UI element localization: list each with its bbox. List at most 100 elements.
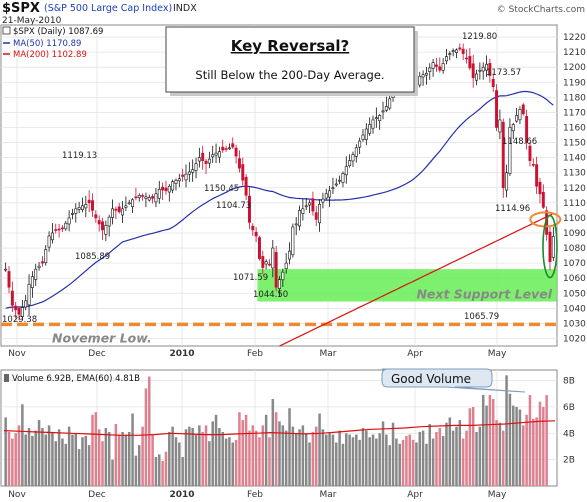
price-y-tick-label: 1040 (563, 304, 586, 314)
candle (324, 188, 328, 201)
candle-body (181, 174, 185, 177)
candle (81, 197, 84, 213)
november-low-label: Novemer Low. (52, 330, 152, 345)
price-y-tick-label: 1150 (563, 139, 586, 149)
candle (471, 55, 475, 88)
volume-bar (438, 428, 442, 486)
price-y-tick-label: 1070 (563, 259, 586, 269)
ma50-line (5, 90, 554, 309)
volume-bar (528, 395, 532, 486)
candle-body (191, 169, 195, 173)
volume-bar (348, 434, 351, 486)
candle-body (214, 152, 218, 156)
candle (157, 180, 161, 204)
candle (207, 151, 211, 169)
highlight-marks (529, 211, 562, 279)
candle-body (538, 181, 542, 195)
volume-bar (488, 395, 492, 486)
candle (60, 225, 64, 232)
candle (14, 302, 18, 319)
candle (197, 147, 201, 168)
candle-body (508, 127, 512, 174)
price-y-tick-label: 1200 (563, 63, 586, 73)
volume-bar (64, 443, 68, 486)
price-annotation: 1029.38 (2, 315, 37, 325)
volume-bar (21, 404, 24, 486)
candle (485, 55, 489, 77)
candle-body (348, 160, 352, 166)
candle (501, 118, 505, 198)
candle (111, 199, 114, 225)
candle-body (311, 198, 315, 212)
candle (114, 206, 118, 220)
volume-x-tick-label: 2010 (169, 490, 194, 500)
volume-bar (331, 434, 335, 486)
x-tick-label: Nov (8, 349, 26, 359)
candle (491, 73, 495, 92)
volume-bar (114, 424, 118, 486)
volume-bar (391, 422, 395, 486)
price-annotation: 1104.73 (216, 201, 251, 211)
volume-bar (538, 401, 542, 486)
price-y-tick-label: 1220 (563, 33, 586, 43)
price-annotation: 1044.50 (253, 290, 288, 300)
volume-bar (375, 438, 378, 486)
candle-body (157, 188, 161, 199)
volume-bar (71, 434, 74, 486)
candle (424, 67, 428, 85)
candle-body (144, 196, 148, 199)
volume-y-tick-label: 2B (563, 456, 575, 466)
candle-body (475, 73, 478, 81)
volume-bar (91, 414, 94, 486)
candle (298, 205, 302, 231)
price-annotations: 1029.38 1085.89 1119.13 1150.45 1104.73 1071.… (2, 32, 537, 325)
candle (505, 164, 509, 198)
candle-body (374, 117, 378, 119)
good-volume-label: Good Volume (391, 372, 471, 386)
candle-body (131, 199, 135, 207)
candle-body (515, 115, 519, 122)
volume-bar (501, 430, 505, 486)
candle (204, 158, 208, 174)
candle (234, 144, 238, 164)
candle-body (17, 308, 21, 315)
volume-bar (107, 431, 111, 486)
good-volume-bubble: Good Volume (381, 368, 526, 393)
candle-body (488, 63, 492, 76)
candle (341, 171, 345, 188)
price-annotation: 1119.13 (62, 151, 97, 161)
candle (301, 199, 305, 221)
candle (318, 199, 322, 232)
candle-body (384, 106, 388, 111)
volume-bar (208, 441, 211, 486)
candle (525, 109, 529, 150)
candle-body (505, 172, 509, 191)
candle-body (548, 231, 552, 262)
volume-bar (94, 412, 98, 486)
volume-bar (345, 433, 348, 486)
price-y-tick-label: 1210 (563, 48, 586, 58)
candle (117, 202, 121, 214)
candle-body (254, 231, 258, 237)
candle (164, 180, 168, 195)
volume-bar (27, 428, 31, 486)
volume-bar (141, 426, 144, 486)
candle (134, 187, 138, 201)
candle (257, 235, 261, 261)
candle (20, 299, 24, 320)
candle (488, 58, 492, 83)
candle-body (525, 116, 529, 143)
volume-bar (274, 412, 278, 486)
volume-bar (77, 449, 81, 486)
volume-bar (475, 431, 478, 486)
candle (384, 96, 388, 112)
candle (211, 146, 215, 163)
volume-bar (298, 429, 301, 486)
volume-bar (451, 430, 455, 486)
volume-bar (271, 399, 275, 486)
candle-body (151, 196, 155, 199)
volume-bar (67, 426, 71, 486)
candle-body (361, 134, 365, 140)
volume-bar (101, 441, 104, 486)
callout-title: Key Reversal? (231, 37, 350, 55)
